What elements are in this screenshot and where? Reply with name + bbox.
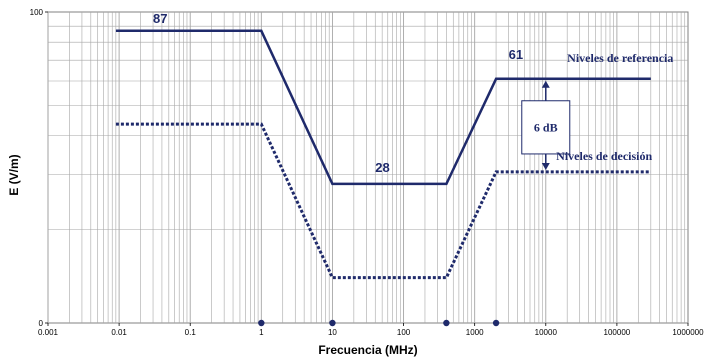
value-label-low: 87 xyxy=(153,11,167,26)
x-tick-label: 1000 xyxy=(466,328,484,337)
x-tick-labels: 0.001 0.01 0.1 1 10 100 1000 10000 100000 1000000 xyxy=(38,323,704,337)
value-label-high: 61 xyxy=(509,47,523,62)
y-tick-label: 0 xyxy=(39,319,44,328)
x-axis-title: Frecuencia (MHz) xyxy=(318,343,417,357)
frequency-markers xyxy=(258,319,500,327)
y-axis-title: E (V/m) xyxy=(7,154,21,195)
plot-area xyxy=(47,11,689,324)
annotations: 6 dB 87 28 61 Niveles de referencia Nive… xyxy=(153,11,673,175)
x-tick-label: 10000 xyxy=(535,328,558,337)
frequency-marker xyxy=(258,319,265,327)
series-line-decision xyxy=(115,122,651,280)
gap-label: 6 dB xyxy=(534,120,558,134)
frequency-marker xyxy=(492,319,500,327)
x-tick-label: 10 xyxy=(328,328,337,337)
gap-arrowhead-down xyxy=(541,162,550,170)
series-label-decision: Niveles de decisión xyxy=(556,149,652,163)
x-tick-label: 1 xyxy=(259,328,264,337)
series-label-reference: Niveles de referencia xyxy=(567,51,673,65)
y-tick-labels: 0 100 xyxy=(30,8,48,328)
frequency-marker xyxy=(329,319,336,327)
x-tick-label: 1000000 xyxy=(672,328,704,337)
y-tick-label: 100 xyxy=(30,8,44,17)
x-tick-label: 100000 xyxy=(604,328,631,337)
gap-arrowhead-up xyxy=(541,80,550,88)
frequency-marker xyxy=(443,319,450,327)
series-line-reference xyxy=(115,29,651,186)
x-tick-label: 0.01 xyxy=(111,328,127,337)
x-tick-label: 100 xyxy=(397,328,411,337)
gap-box xyxy=(521,100,571,155)
x-tick-label: 0.001 xyxy=(38,328,59,337)
x-tick-label: 0.1 xyxy=(185,328,197,337)
series-group xyxy=(115,29,651,280)
value-label-mid: 28 xyxy=(375,160,389,175)
